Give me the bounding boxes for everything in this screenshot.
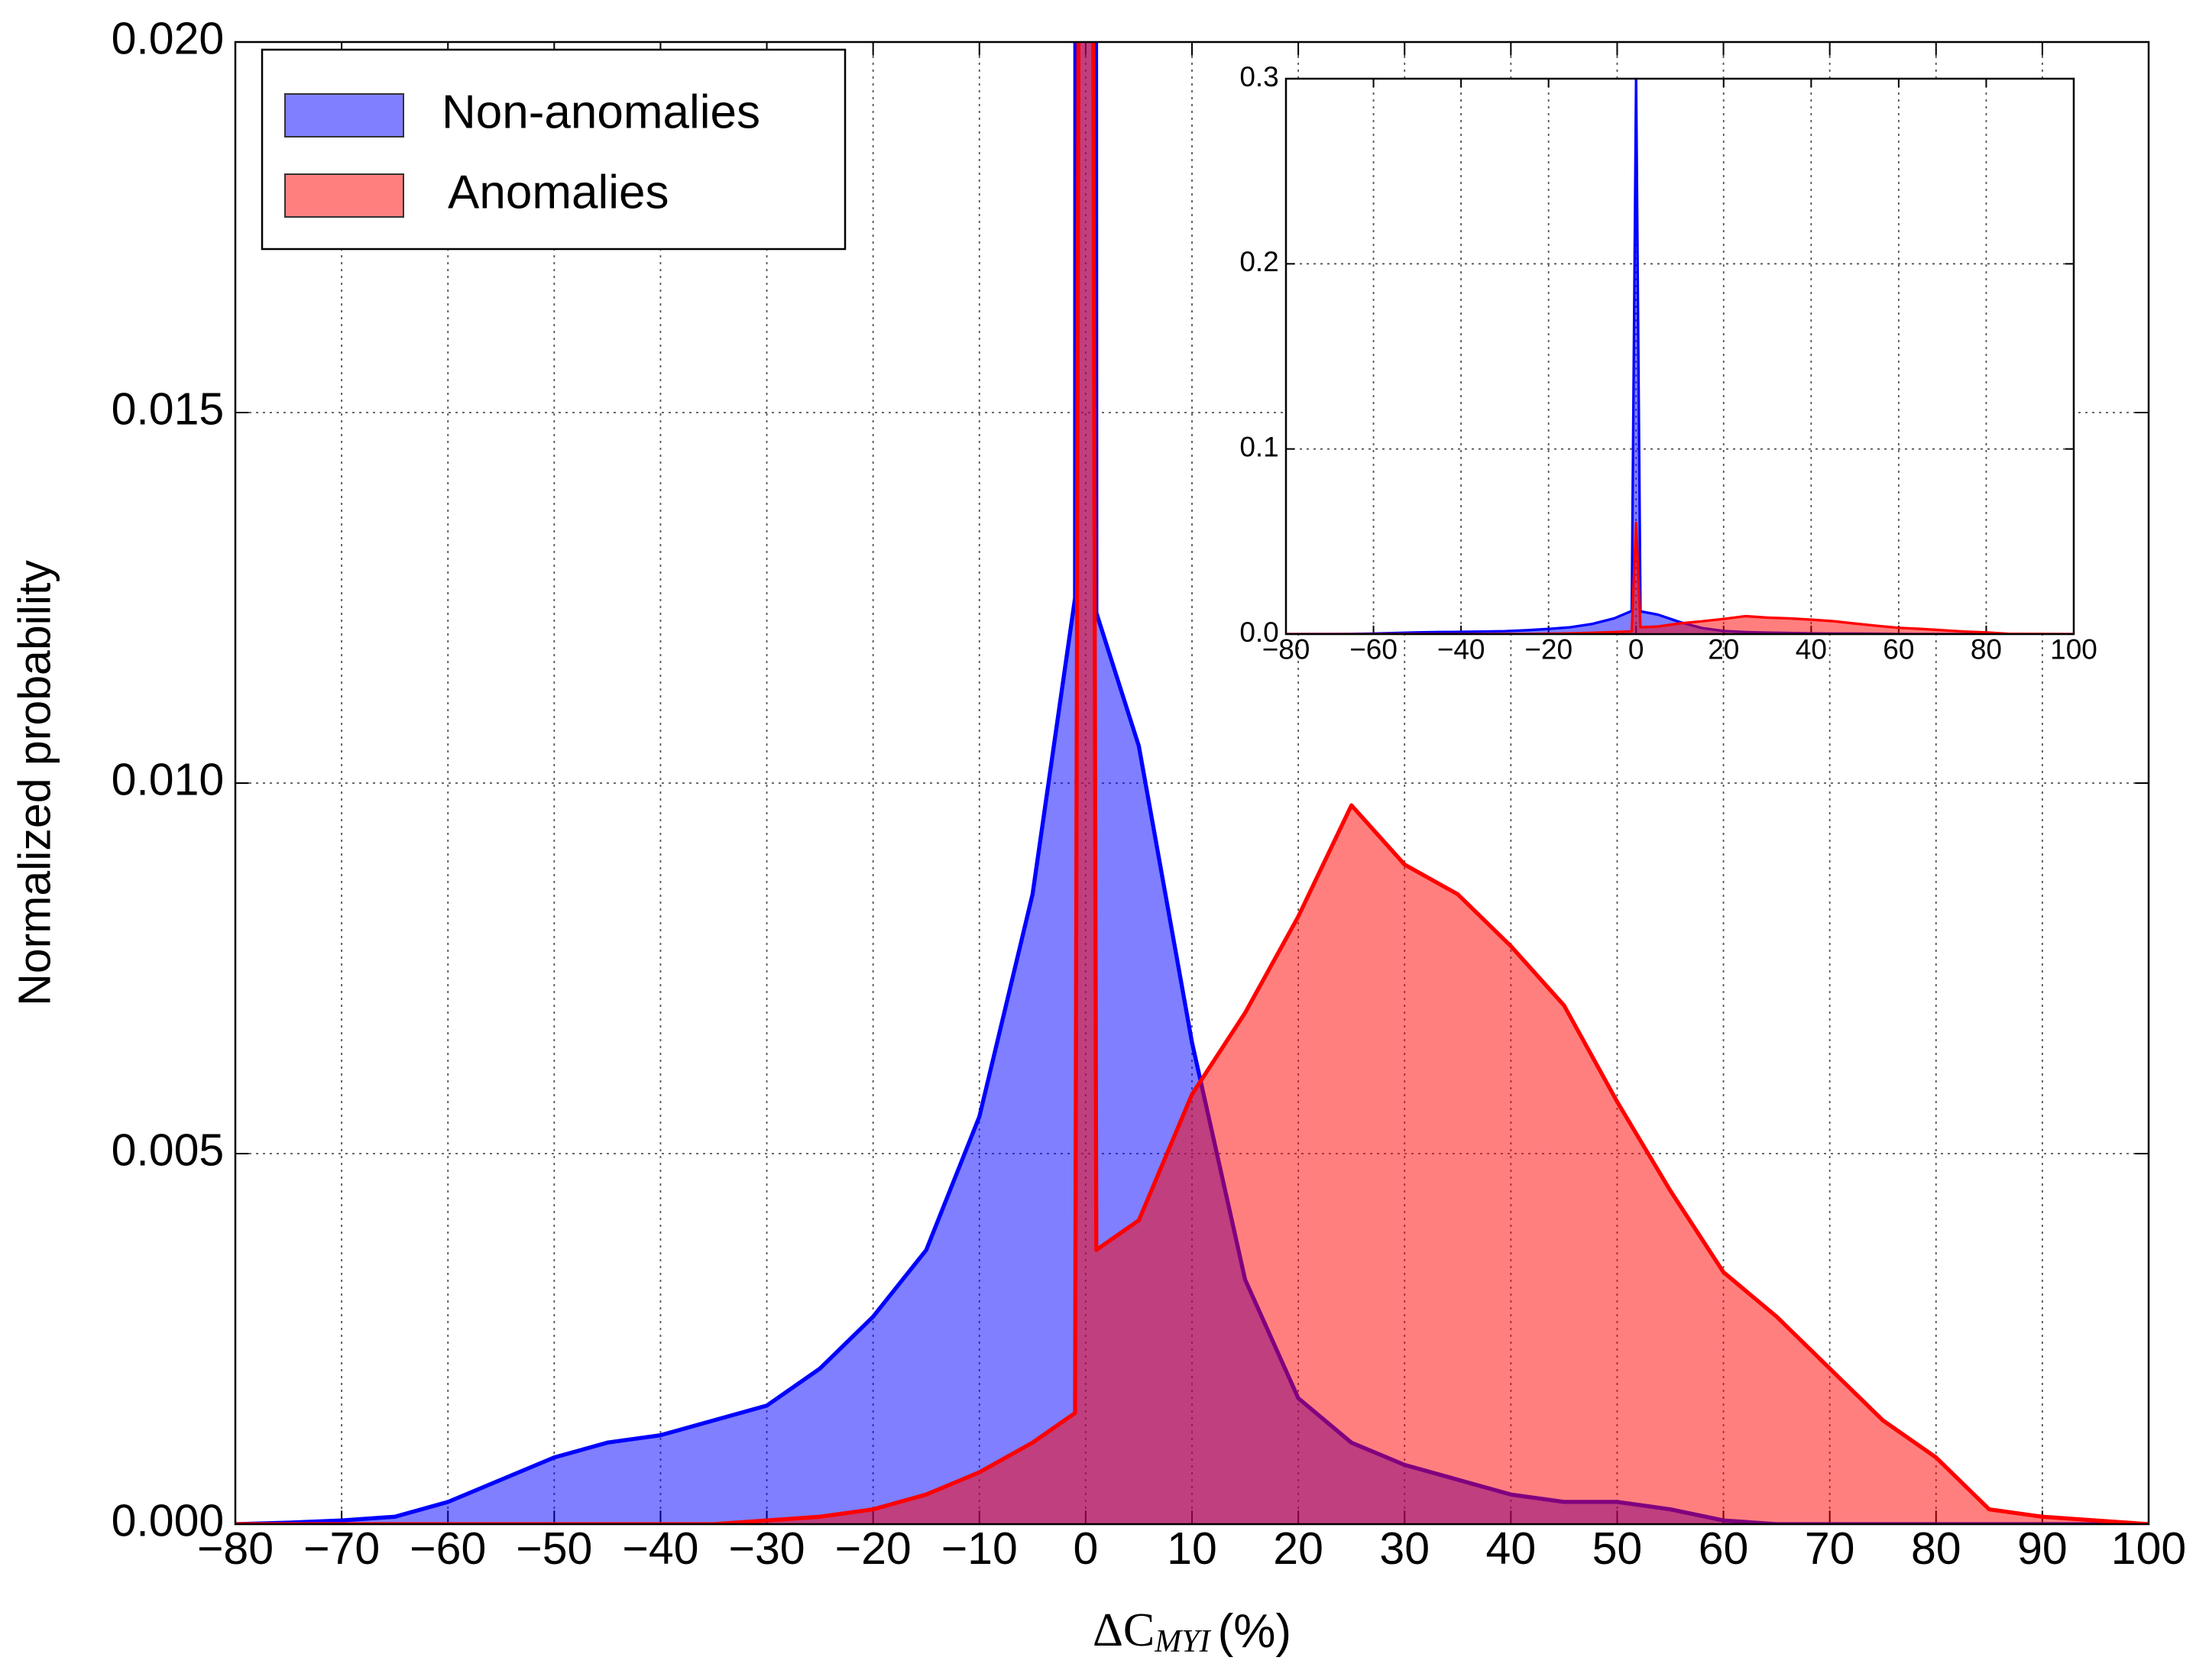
- y-tick-label: 0.0: [1239, 617, 1278, 648]
- x-tick-label: 80: [1971, 634, 2002, 665]
- x-tick-label: 100: [2111, 1523, 2186, 1574]
- x-tick-label: 60: [1699, 1523, 1749, 1574]
- x-tick-label: 60: [1883, 634, 1914, 665]
- line: [235, 42, 2149, 1524]
- plot-frame: [234, 40, 2150, 1526]
- x-label-subscript: MYI: [1154, 1624, 1211, 1659]
- x-tick-label: −40: [1437, 634, 1485, 665]
- y-axis-label: Normalized probability: [10, 560, 60, 1006]
- y-tick-label: 0.015: [112, 384, 225, 435]
- x-tick-label: 40: [1486, 1523, 1537, 1574]
- plot-frame: [1284, 77, 2075, 636]
- x-tick-label: 80: [1911, 1523, 1961, 1574]
- y-tick-label: 0.000: [112, 1496, 225, 1546]
- x-label-symbol: ΔC: [1093, 1604, 1155, 1656]
- plot-background: [1286, 79, 2074, 634]
- y-tick-label: 0.010: [112, 755, 225, 805]
- legend-swatch: [284, 173, 404, 218]
- legend-box: [261, 48, 847, 251]
- y-tick-label: 0.2: [1239, 246, 1278, 277]
- x-tick-label: 20: [1273, 1523, 1323, 1574]
- line: [1286, 521, 2074, 634]
- y-tick-label: 0.020: [112, 14, 225, 64]
- x-tick-label: −60: [1349, 634, 1398, 665]
- x-tick-label: −10: [941, 1523, 1018, 1574]
- legend-swatch: [284, 93, 404, 138]
- area: [235, 42, 2149, 1524]
- x-tick-label: −20: [835, 1523, 912, 1574]
- legend-label: Non-anomalies: [442, 86, 760, 138]
- x-tick-label: 90: [2017, 1523, 2068, 1574]
- y-tick-label: 0.3: [1239, 61, 1278, 92]
- x-tick-label: −50: [516, 1523, 592, 1574]
- x-tick-label: 100: [2050, 634, 2097, 665]
- x-tick-label: −40: [622, 1523, 698, 1574]
- x-axis-label: ΔCMYI (%): [1093, 1604, 1291, 1659]
- x-tick-label: 40: [1796, 634, 1827, 665]
- legend: Non-anomalies Anomalies: [261, 48, 847, 251]
- x-tick-label: 30: [1379, 1523, 1430, 1574]
- line: [235, 42, 2149, 1524]
- x-tick-label: −70: [303, 1523, 380, 1574]
- y-tick-label: 0.1: [1239, 431, 1278, 462]
- x-tick-label: −80: [197, 1523, 274, 1574]
- legend-label: Anomalies: [448, 166, 669, 218]
- series-group: [1286, 79, 2074, 634]
- x-label-unit: (%): [1218, 1605, 1291, 1658]
- series-group: [235, 42, 2149, 1524]
- x-tick-label: 70: [1805, 1523, 1855, 1574]
- x-tick-label: 20: [1708, 634, 1739, 665]
- x-tick-label: 0: [1073, 1523, 1098, 1574]
- x-tick-label: −80: [1262, 634, 1310, 665]
- inset-plot: 0.0 0.1 0.2 0.3 −80 −60 −40 −20 0 20 40 60 80 100: [1239, 61, 2097, 665]
- line: [1286, 79, 2074, 634]
- y-tick-label: 0.005: [112, 1125, 225, 1176]
- x-tick-label: 10: [1167, 1523, 1217, 1574]
- x-tick-label: −60: [410, 1523, 486, 1574]
- x-tick-label: 50: [1592, 1523, 1643, 1574]
- x-tick-label: 0: [1628, 634, 1644, 665]
- x-tick-label: −20: [1524, 634, 1573, 665]
- x-tick-label: −30: [729, 1523, 805, 1574]
